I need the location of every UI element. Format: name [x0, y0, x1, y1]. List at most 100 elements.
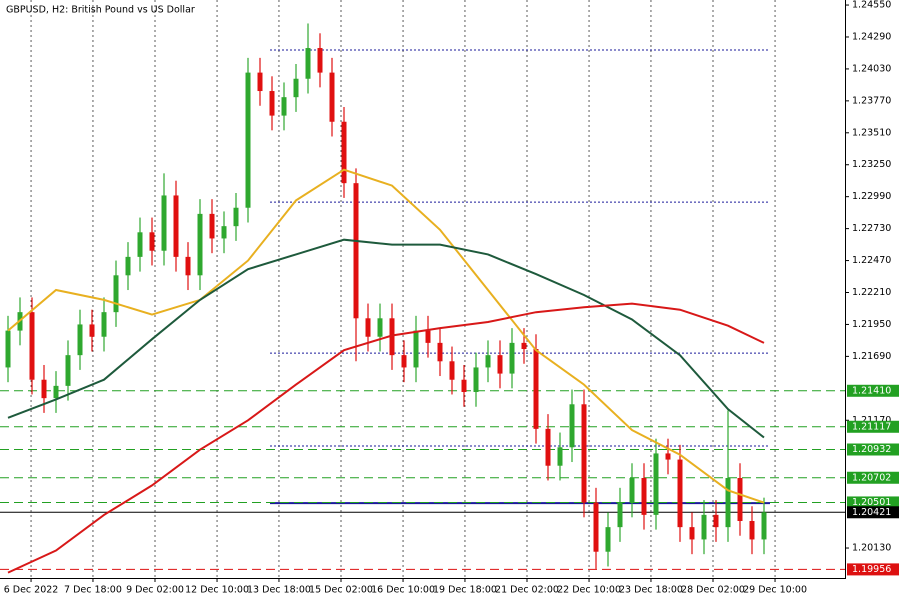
candle-body	[161, 195, 167, 251]
candle-body	[533, 349, 539, 429]
candle-body	[101, 312, 107, 337]
candle-body	[473, 367, 479, 393]
candle-body	[137, 232, 143, 257]
candle-body	[425, 330, 431, 343]
candle-body	[353, 183, 359, 319]
candle-body	[617, 502, 623, 528]
candle-body	[53, 385, 59, 399]
candle-body	[305, 48, 311, 79]
candle-body	[653, 453, 659, 515]
x-tick-label: 29 Dec 10:00	[743, 585, 807, 596]
candle-body	[713, 514, 719, 528]
candle-body	[65, 355, 71, 386]
zones	[270, 49, 770, 505]
candle-body	[605, 527, 611, 552]
candle-body	[257, 72, 263, 92]
y-tick-label: 1.24290	[852, 31, 891, 42]
candle-body	[29, 312, 35, 380]
candle-body	[269, 91, 275, 116]
x-tick-label: 9 Dec 02:00	[126, 585, 184, 596]
level-label: 1.20501	[852, 497, 891, 508]
candle-body	[245, 72, 251, 208]
level-label: 1.20702	[852, 472, 891, 483]
candle-body	[461, 379, 467, 393]
level-label-bg	[847, 384, 899, 397]
y-tick-label: 1.22470	[852, 255, 891, 266]
level-label: 1.19956	[852, 564, 891, 575]
candles	[5, 23, 767, 569]
candle-body	[677, 459, 683, 528]
candle-body	[737, 478, 743, 521]
y-tick-label: 1.23770	[852, 95, 891, 106]
candle-body	[113, 275, 119, 313]
candle-body	[365, 318, 371, 337]
y-tick-label: 1.24550	[852, 0, 891, 11]
candle-body	[221, 226, 227, 239]
candle-body	[389, 318, 395, 356]
candle-body	[377, 318, 383, 337]
moving-average	[7, 168, 765, 504]
candle-body	[641, 478, 647, 515]
y-tick-label: 1.22990	[852, 191, 891, 202]
candle-body	[629, 478, 635, 503]
y-tick-label: 1.22730	[852, 223, 891, 234]
candle-body	[281, 97, 287, 116]
x-tick-label: 19 Dec 18:00	[433, 585, 497, 596]
x-tick-label: 16 Dec 10:00	[371, 585, 435, 596]
candle-body	[449, 361, 455, 380]
candle-body	[5, 330, 11, 368]
candle-body	[341, 121, 347, 184]
candle-body	[509, 342, 515, 374]
level-label: 1.21410	[852, 385, 891, 396]
x-tick-label: 28 Dec 02:00	[681, 585, 745, 596]
candle-body	[209, 213, 215, 239]
candle-body	[185, 256, 191, 276]
candle-body	[233, 207, 239, 227]
chart-title: GBPUSD, H2: British Pound vs US Dollar	[6, 5, 195, 16]
y-tick-label: 1.23250	[852, 159, 891, 170]
x-tick-label: 15 Dec 02:00	[309, 585, 373, 596]
y-tick-label: 1.23510	[852, 127, 891, 138]
level-label: 1.20421	[852, 507, 891, 518]
x-tick-label: 12 Dec 10:00	[185, 585, 249, 596]
level-label-bg	[847, 496, 899, 509]
x-tick-label: 22 Dec 10:00	[557, 585, 621, 596]
candle-body	[725, 478, 731, 528]
candle-body	[89, 324, 95, 337]
x-tick-label: 21 Dec 02:00	[495, 585, 559, 596]
grid	[30, 0, 776, 578]
candle-body	[317, 48, 323, 73]
y-tick-label: 1.21170	[852, 415, 891, 426]
level-label-bg	[847, 506, 899, 519]
candle-body	[665, 453, 671, 460]
candle-body	[197, 213, 203, 276]
overlays	[7, 168, 765, 574]
candle-body	[401, 355, 407, 368]
y-tick-label: 1.21950	[852, 319, 891, 330]
candle-body	[689, 527, 695, 540]
axes: 6 Dec 2022 7 Dec 18:00 9 Dec 02:00 12 Dec 1…	[4, 0, 899, 596]
candle-body	[293, 78, 299, 98]
y-tick-label: 1.24030	[852, 63, 891, 74]
level-label-bg	[847, 443, 899, 456]
x-tick-label: 13 Dec 18:00	[247, 585, 311, 596]
candle-body	[437, 342, 443, 362]
candle-body	[593, 502, 599, 552]
candle-body	[545, 428, 551, 466]
candle-body	[497, 355, 503, 374]
candle-body	[521, 342, 527, 350]
moving-average	[7, 302, 765, 574]
x-tick-label: 6 Dec 2022	[4, 585, 59, 596]
x-tick-label: 7 Dec 18:00	[64, 585, 122, 596]
x-tick-label: 23 Dec 18:00	[619, 585, 683, 596]
candle-body	[173, 195, 179, 257]
candle-body	[485, 355, 491, 368]
y-tick-label: 1.22210	[852, 287, 891, 298]
level-label-bg	[847, 563, 899, 576]
candle-body	[701, 514, 707, 540]
candle-body	[581, 404, 587, 503]
moving-average	[7, 238, 765, 439]
y-tick-label: 1.21690	[852, 351, 891, 362]
